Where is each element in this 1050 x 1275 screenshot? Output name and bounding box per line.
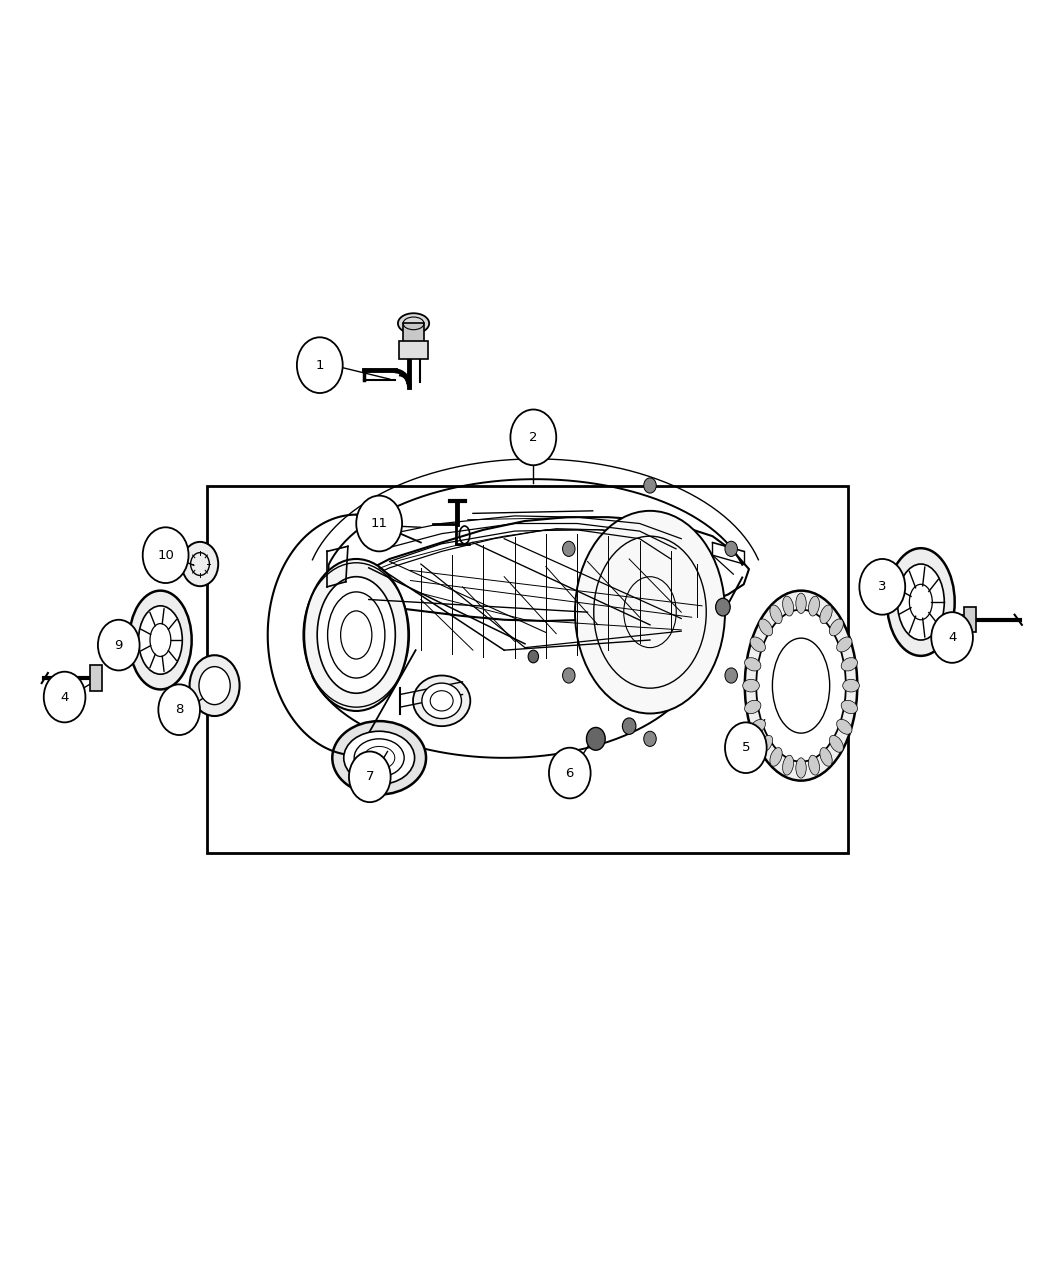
Ellipse shape — [887, 548, 954, 655]
Ellipse shape — [317, 576, 395, 694]
Ellipse shape — [830, 736, 843, 752]
Ellipse shape — [724, 668, 737, 683]
Text: 1: 1 — [316, 358, 324, 372]
Ellipse shape — [716, 598, 730, 616]
Ellipse shape — [796, 757, 806, 778]
Ellipse shape — [782, 597, 794, 616]
Ellipse shape — [644, 732, 656, 746]
Ellipse shape — [759, 736, 773, 752]
Ellipse shape — [837, 719, 852, 734]
Circle shape — [859, 558, 905, 615]
Ellipse shape — [750, 638, 765, 652]
Ellipse shape — [528, 650, 539, 663]
Circle shape — [349, 751, 391, 802]
Ellipse shape — [820, 606, 833, 623]
FancyBboxPatch shape — [964, 607, 977, 632]
Ellipse shape — [575, 511, 724, 714]
Ellipse shape — [782, 755, 794, 775]
Ellipse shape — [413, 676, 470, 727]
Ellipse shape — [129, 590, 192, 690]
Circle shape — [356, 496, 402, 551]
Circle shape — [44, 672, 85, 723]
Ellipse shape — [898, 564, 944, 640]
Ellipse shape — [198, 667, 230, 705]
Ellipse shape — [841, 658, 858, 671]
Ellipse shape — [742, 680, 759, 692]
Text: 4: 4 — [948, 631, 957, 644]
Ellipse shape — [843, 680, 859, 692]
Ellipse shape — [796, 593, 806, 613]
Circle shape — [297, 338, 342, 393]
Ellipse shape — [820, 747, 833, 766]
Circle shape — [98, 620, 140, 671]
Ellipse shape — [182, 542, 218, 586]
FancyBboxPatch shape — [403, 324, 424, 344]
Circle shape — [931, 612, 973, 663]
Ellipse shape — [837, 638, 852, 652]
Text: 9: 9 — [114, 639, 123, 652]
Text: 11: 11 — [371, 516, 387, 530]
Ellipse shape — [744, 658, 761, 671]
Text: 3: 3 — [878, 580, 886, 593]
Circle shape — [510, 409, 556, 465]
Ellipse shape — [756, 609, 846, 761]
FancyBboxPatch shape — [399, 342, 428, 358]
Ellipse shape — [304, 558, 408, 711]
Ellipse shape — [830, 618, 843, 636]
Ellipse shape — [623, 718, 636, 734]
Ellipse shape — [770, 747, 782, 766]
Ellipse shape — [770, 606, 782, 623]
Ellipse shape — [750, 719, 765, 734]
Circle shape — [724, 723, 766, 773]
Ellipse shape — [398, 314, 429, 334]
Ellipse shape — [841, 700, 858, 714]
Ellipse shape — [644, 478, 656, 493]
Ellipse shape — [422, 683, 461, 719]
Ellipse shape — [744, 590, 857, 780]
Ellipse shape — [563, 668, 575, 683]
Circle shape — [143, 528, 189, 583]
Ellipse shape — [587, 728, 605, 750]
Text: 8: 8 — [175, 704, 184, 717]
Ellipse shape — [190, 655, 239, 717]
Ellipse shape — [343, 732, 415, 784]
Ellipse shape — [563, 541, 575, 556]
Ellipse shape — [759, 618, 773, 636]
Text: 5: 5 — [741, 741, 750, 755]
Text: 2: 2 — [529, 431, 538, 444]
Text: 7: 7 — [365, 770, 374, 783]
FancyBboxPatch shape — [89, 666, 102, 691]
Ellipse shape — [744, 700, 761, 714]
Ellipse shape — [808, 755, 819, 775]
Text: 10: 10 — [158, 548, 174, 562]
Circle shape — [549, 747, 590, 798]
Bar — [207, 486, 848, 853]
Ellipse shape — [332, 722, 426, 794]
Ellipse shape — [808, 597, 819, 616]
Ellipse shape — [724, 541, 737, 556]
Text: 6: 6 — [566, 766, 574, 779]
Text: 4: 4 — [61, 691, 68, 704]
Circle shape — [159, 685, 200, 734]
Ellipse shape — [139, 606, 183, 674]
